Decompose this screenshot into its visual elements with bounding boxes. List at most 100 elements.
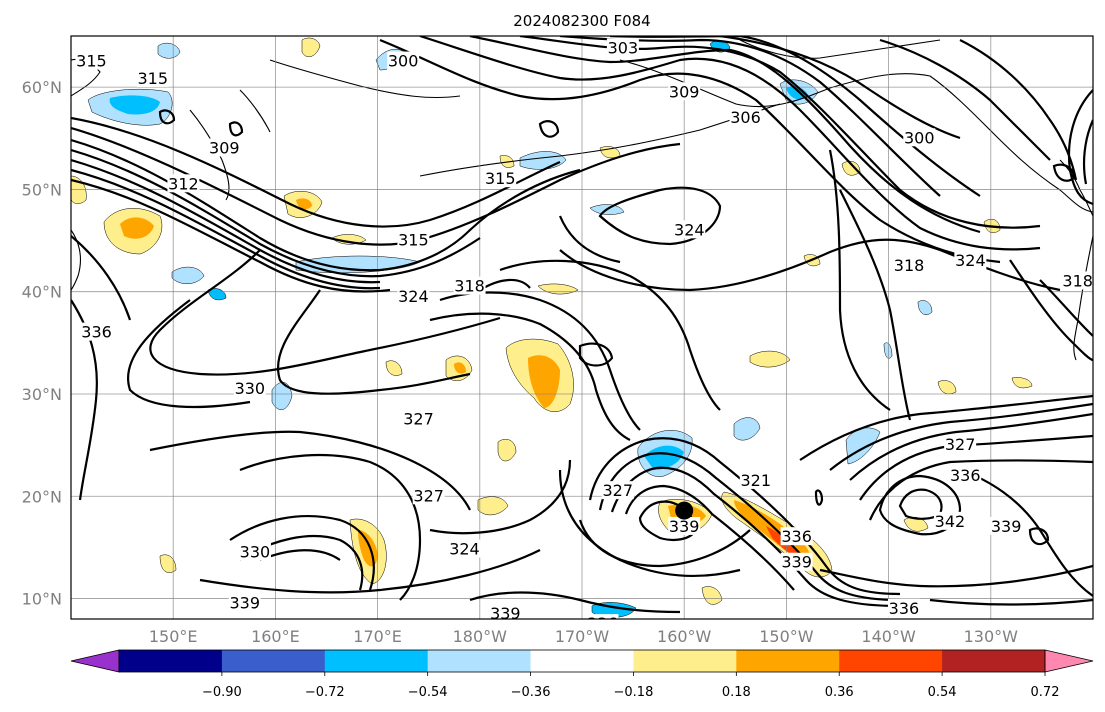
contour-label-background <box>668 82 701 101</box>
contour-label-background <box>887 598 920 617</box>
contour-label: 309 <box>669 82 700 101</box>
positive-anomaly-area <box>296 198 312 210</box>
positive-anomaly-area <box>385 360 403 376</box>
contour-label: 336 <box>950 466 981 485</box>
contour-line <box>71 158 381 284</box>
contour-label: 336 <box>889 599 920 618</box>
contour-label: 303 <box>608 38 639 57</box>
contour-label-background <box>167 174 200 193</box>
latitude-labels: 10°N 20°N 30°N 40°N 50°N 60°N <box>22 78 62 608</box>
contour-label-background <box>606 38 639 57</box>
contour-line <box>229 514 375 591</box>
contour-label: 330 <box>235 379 266 398</box>
contour-line <box>558 215 621 264</box>
contour-lines <box>71 36 1093 614</box>
negative-anomaly-area <box>171 266 205 284</box>
contour-label: 327 <box>602 481 633 500</box>
coastline-alaska-north <box>739 39 941 59</box>
contour-label: 315 <box>398 231 429 250</box>
contour-label: 300 <box>388 52 419 71</box>
contour-label-background <box>903 128 936 147</box>
contour-line <box>898 488 943 520</box>
contour-line <box>469 591 681 614</box>
colorbar-swatch <box>324 650 429 672</box>
contour-line <box>959 39 1078 181</box>
contour-line <box>839 189 912 421</box>
contour-label-background <box>729 107 762 126</box>
positive-anomaly-area <box>120 217 154 239</box>
contour-line <box>929 598 1093 606</box>
colorbar-extend-high <box>1044 649 1094 673</box>
longitude-label: 180°W <box>453 627 508 646</box>
contour-label-background <box>601 481 634 500</box>
colorbar-extend-low <box>70 649 120 673</box>
coastline-alaska <box>619 59 1093 213</box>
positive-anomaly-area <box>937 380 957 395</box>
colorbar-tick-label: −0.90 <box>202 685 242 700</box>
contour-line <box>429 312 631 441</box>
colorbar: −0.90 −0.72 −0.54 −0.36 −0.18 0.18 0.36 0.54 0.7… <box>70 649 1094 700</box>
colorbar-swatch <box>942 650 1046 672</box>
contour-label-background <box>780 527 813 546</box>
coastline-kamchatka-east <box>239 89 271 133</box>
contour-label-background <box>75 51 108 70</box>
contour-label-background <box>397 286 430 305</box>
contour-label-background <box>954 251 987 270</box>
contour-label: 315 <box>485 169 516 188</box>
longitude-label: 140°W <box>861 627 916 646</box>
contour-label-background <box>949 465 982 484</box>
contour-line <box>819 564 1093 588</box>
contour-label-background <box>668 516 701 535</box>
contour-line <box>379 38 1001 264</box>
contour-label-background <box>586 614 619 619</box>
contour-label-background <box>208 138 241 157</box>
colorbar-swatch <box>119 650 223 672</box>
contour-label-background <box>453 276 486 295</box>
positive-anomaly-area <box>497 439 517 462</box>
contour-line <box>814 489 824 506</box>
contour-line <box>598 452 901 602</box>
contour-line <box>829 402 1093 471</box>
contour-label-background <box>412 486 445 505</box>
contour-line <box>149 249 501 376</box>
contour-label: 339 <box>781 553 812 572</box>
coastline-canada-west <box>1059 159 1093 217</box>
colorbar-swatch <box>839 650 943 672</box>
contour-label: 339 <box>669 517 700 536</box>
colorbar-tick-label: 0.18 <box>722 685 751 700</box>
contour-line <box>71 148 481 278</box>
contour-line <box>127 299 251 409</box>
colorbar-tick-label: 0.72 <box>1031 685 1060 700</box>
contour-line <box>609 36 981 197</box>
contour-line <box>1009 259 1093 362</box>
negative-anomaly-area <box>109 95 160 115</box>
contour-label: 318 <box>454 277 485 296</box>
contour-label: 339 <box>490 604 521 623</box>
colorbar-tick-label: −0.36 <box>511 685 551 700</box>
negative-anomaly-area <box>157 42 181 59</box>
contour-line <box>558 469 741 578</box>
colorbar-swatch <box>221 650 326 672</box>
contour-label: 327 <box>403 410 434 429</box>
contour-label: 336 <box>587 614 618 633</box>
contour-line <box>239 453 422 601</box>
contour-label: 318 <box>1093 307 1105 326</box>
contour-label: 336 <box>81 323 112 342</box>
contour-label-background <box>233 378 266 397</box>
storm-center-marker <box>675 501 694 520</box>
contour-line <box>1052 163 1076 182</box>
contour-label-background <box>990 516 1023 535</box>
contour-line <box>538 120 560 138</box>
contour-line <box>199 549 541 594</box>
contour-label: 315 <box>137 69 168 88</box>
contour-label: 306 <box>730 108 761 127</box>
figure-title: 2024082300 F084 <box>513 12 650 30</box>
contour-label-background <box>739 470 772 489</box>
colorbar-outline <box>118 649 1046 673</box>
colorbar-tick-label: 0.54 <box>928 685 957 700</box>
positive-anomaly-area <box>528 355 560 408</box>
contour-line <box>1028 527 1050 546</box>
contour-label: 336 <box>781 527 812 546</box>
contour-label-background <box>673 220 706 239</box>
